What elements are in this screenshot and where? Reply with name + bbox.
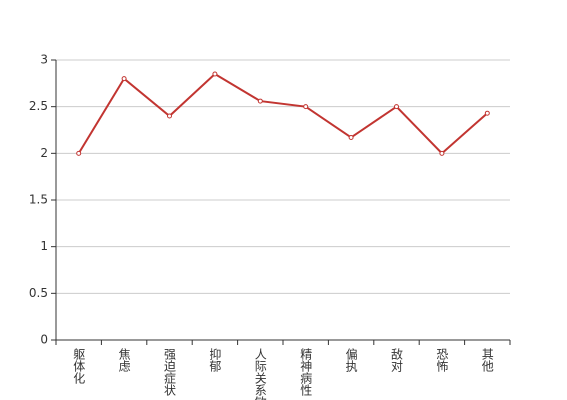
point [484,110,490,116]
y-tick-label: 1 [40,239,48,253]
x-tick-label: 人际关系敏感 [253,348,267,400]
x-tick-label: 抑郁 [208,347,222,373]
x-tick-label: 敌对 [390,347,404,372]
x-tick-label: 偏执 [344,347,358,373]
x-tick-label: 躯体化 [72,347,86,385]
point [257,98,263,104]
x-tick-label: 恐怖 [435,348,449,372]
y-tick-label: 2.5 [29,99,48,113]
x-tick-label: 焦虑 [117,348,131,372]
point [167,113,172,119]
y-tick-label: 0 [40,333,48,347]
point [439,150,445,156]
y-tick-label: 3 [40,53,48,67]
point [121,76,127,82]
y-tick-label: 1.5 [29,193,48,207]
point [394,104,399,110]
y-tick-label: 0.5 [29,286,48,300]
point [348,134,354,140]
x-tick-label: 强迫症状 [163,348,177,396]
x-tick-label: 其他 [480,348,494,372]
y-tick-label: 2 [40,146,48,160]
point [212,71,218,77]
line [77,72,488,155]
point [303,104,309,110]
point [76,150,82,156]
x-tick-label: 精神病性 [299,348,313,397]
